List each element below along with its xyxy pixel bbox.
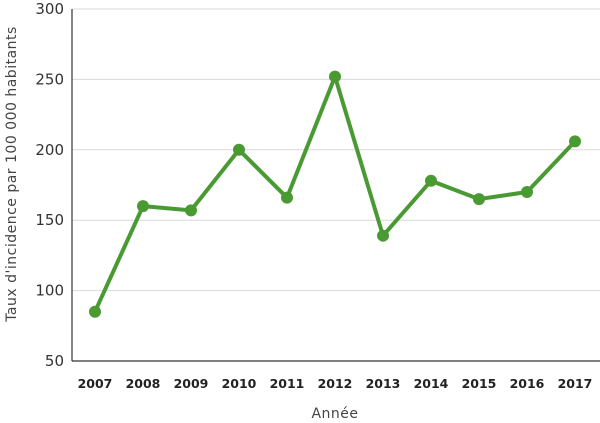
y-tick-label: 200 [35,141,64,159]
y-tick-labels: 50 100 150 200 250 300 [35,0,64,370]
data-point [137,200,149,213]
x-tick-label: 2013 [366,376,401,391]
data-point [377,229,389,242]
data-point [233,143,245,156]
y-tick-label: 150 [35,211,64,229]
x-tick-label: 2007 [78,376,113,391]
x-tick-label: 2014 [414,376,449,391]
x-tick-labels: 2007 2008 2009 2010 2011 2012 2013 2014 2015 2016… [78,376,593,391]
data-point [425,174,437,187]
x-tick-label: 2011 [270,376,305,391]
data-point [89,305,101,318]
series-line [93,74,577,314]
data-point [329,70,341,83]
x-tick-label: 2010 [222,376,257,391]
x-tick-label: 2008 [126,376,161,391]
x-tick-label: 2012 [318,376,353,391]
x-axis-title: Année [311,406,358,422]
x-tick-label: 2016 [510,376,545,391]
x-tick-label: 2015 [462,376,497,391]
data-points [89,70,581,318]
x-tick-label: 2017 [558,376,593,391]
data-point [473,193,485,206]
y-tick-label: 100 [35,282,64,300]
x-tick-label: 2009 [174,376,209,391]
y-tick-label: 50 [45,352,64,370]
gridlines [72,8,600,292]
y-axis-title: Taux d'incidence par 100 000 habitants [4,26,20,323]
y-tick-label: 250 [35,70,64,88]
data-point [569,135,581,148]
data-point [185,204,197,217]
data-point [281,191,293,204]
data-point [521,186,533,199]
y-tick-label: 300 [35,0,64,18]
